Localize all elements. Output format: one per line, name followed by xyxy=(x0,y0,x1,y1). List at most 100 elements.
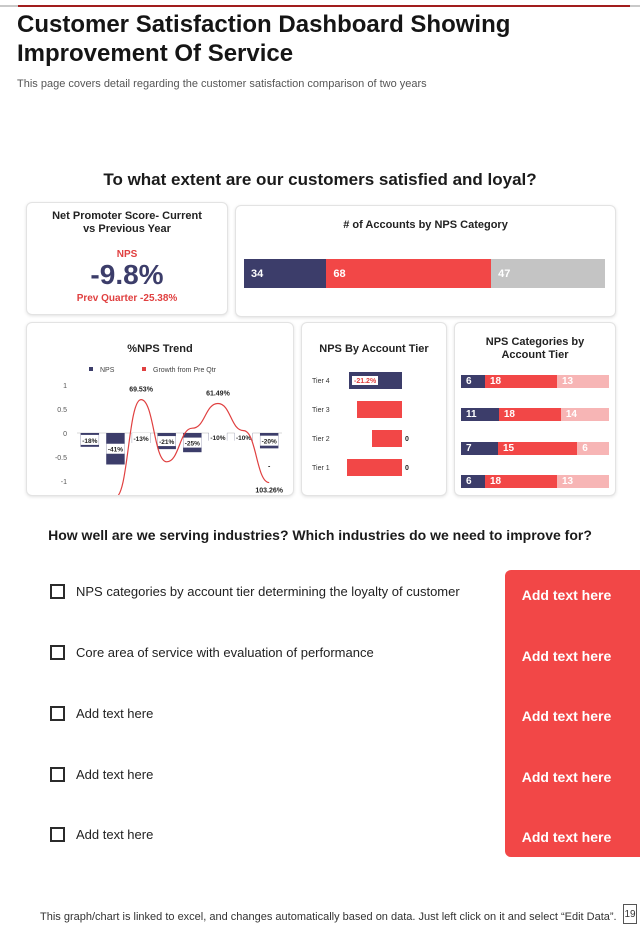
panel-text[interactable]: Add text here xyxy=(521,587,612,603)
page-title: Customer Satisfaction Dashboard Showing … xyxy=(17,11,511,67)
trend-bar-label: -21% xyxy=(159,439,174,446)
tier-value-label: 0 xyxy=(405,436,409,443)
accounts-segment: 47 xyxy=(491,259,605,288)
nps-label: NPS xyxy=(116,249,138,260)
panel-text[interactable]: Add text here xyxy=(521,648,612,664)
tier-bar xyxy=(372,430,402,447)
nps-value: -9.8% xyxy=(90,259,164,290)
growth-annotation: 61.49% xyxy=(206,390,231,397)
trend-card-title: %NPS Trend xyxy=(127,343,193,355)
section-question-industries: How well are we serving industries? Whic… xyxy=(48,527,592,543)
nps-categories-card: NPS Categories by Account Tier 6 18 13 11 18… xyxy=(454,322,616,496)
trend-bar-label: -20% xyxy=(262,439,277,446)
category-segment: 18 xyxy=(498,408,561,421)
checkbox-icon[interactable] xyxy=(50,767,65,782)
nps-trend-card: %NPS Trend NPS Growth from Pre Qtr 1 0.5 0 -0… xyxy=(26,322,294,496)
checklist-item-label: Core area of service with evaluation of … xyxy=(76,645,374,660)
trend-bar-label-bg xyxy=(157,436,176,447)
category-segment: 15 xyxy=(498,442,578,455)
top-rule xyxy=(0,5,640,7)
tier-bar-label-bg xyxy=(352,376,378,385)
trend-bar-label: -18% xyxy=(82,438,97,445)
checkbox-icon[interactable] xyxy=(50,827,65,842)
checklist-item-label: NPS categories by account tier determini… xyxy=(76,584,460,599)
tier-value-label: 0 xyxy=(405,465,409,472)
trend-bar-label: -10% xyxy=(236,435,251,442)
checklist-item: NPS categories by account tier determini… xyxy=(50,584,460,599)
checklist-item: Add text here xyxy=(50,767,153,782)
category-segment: 18 xyxy=(485,375,557,388)
tier-bar xyxy=(357,401,402,418)
page-number: 19 xyxy=(623,904,637,924)
legend-nps: NPS xyxy=(100,367,115,374)
tier-bar xyxy=(347,459,402,476)
y-tick-label: 1 xyxy=(63,383,67,390)
tier-label: Tier 4 xyxy=(312,378,330,385)
nps-by-tier-card: NPS By Account Tier Tier 4 -21.2% Tier 3 Ti… xyxy=(301,322,447,496)
tier-label: Tier 1 xyxy=(312,465,330,472)
checklist-item: Add text here xyxy=(50,827,153,842)
checklist-item: Add text here xyxy=(50,706,153,721)
nps-prev-quarter: Prev Quarter -25.38% xyxy=(76,293,178,304)
nps-score-card: Net Promoter Score- Current vs Previous … xyxy=(26,202,228,315)
checklist-item: Core area of service with evaluation of … xyxy=(50,645,374,660)
panel-text[interactable]: Add text here xyxy=(521,829,612,845)
category-segment: 13 xyxy=(557,375,609,388)
accounts-segment: 34 xyxy=(244,259,327,288)
y-tick-label: -0.5 xyxy=(55,455,67,462)
trend-bar-label-bg xyxy=(80,434,99,445)
footer-note: This graph/chart is linked to excel, and… xyxy=(40,911,617,923)
categories-card-title: NPS Categories by Account Tier xyxy=(485,336,585,361)
panel-text[interactable]: Add text here xyxy=(521,708,612,724)
trend-bar-label: -10% xyxy=(210,435,225,442)
section-question-satisfaction: To what extent are our customers satisfi… xyxy=(103,170,537,189)
checkbox-icon[interactable] xyxy=(50,645,65,660)
category-segment: 6 xyxy=(461,375,485,388)
trend-bar-label-bg xyxy=(183,437,202,448)
red-text-panel: Add text here Add text here Add text her… xyxy=(505,570,640,857)
category-segment: 13 xyxy=(557,475,609,488)
nps-by-tier-chart: Tier 4 -21.2% Tier 3 Tier 2 0 Tier 1 0 xyxy=(312,372,409,476)
category-segment: 7 xyxy=(461,442,498,455)
page-subtitle: This page covers detail regarding the cu… xyxy=(17,78,427,90)
y-tick-label: -1 xyxy=(61,479,67,486)
growth-annotation: 69.53% xyxy=(129,387,154,394)
nps-card-title: Net Promoter Score- Current vs Previous … xyxy=(52,210,202,235)
accounts-segment: 68 xyxy=(326,259,492,288)
trend-bar-label-bg xyxy=(234,431,253,442)
growth-line xyxy=(117,399,270,495)
growth-annotation: - xyxy=(268,464,271,471)
y-tick-label: 0 xyxy=(63,431,67,438)
trend-bar-label-bg xyxy=(132,432,151,443)
checklist-item-label: Add text here xyxy=(76,767,154,782)
y-tick-label: 0.5 xyxy=(57,407,67,414)
trend-bar-label-bg xyxy=(208,431,227,442)
legend-swatch-growth xyxy=(142,367,146,371)
checklist-item-label: Add text here xyxy=(76,827,154,842)
category-segment: 6 xyxy=(461,475,485,488)
tier-label: Tier 2 xyxy=(312,436,330,443)
panel-text[interactable]: Add text here xyxy=(521,769,612,785)
trend-bar-label: -41% xyxy=(108,447,123,454)
accounts-stacked-bar: 34 68 47 xyxy=(244,259,605,288)
tier-value-label: -21.2% xyxy=(354,378,377,385)
tier-card-title: NPS By Account Tier xyxy=(319,343,429,355)
category-segment: 18 xyxy=(485,475,557,488)
category-segment: 14 xyxy=(560,408,609,421)
trend-bar-label-bg xyxy=(260,435,279,446)
checkbox-icon[interactable] xyxy=(50,584,65,599)
checklist-item-label: Add text here xyxy=(76,706,154,721)
legend-growth: Growth from Pre Qtr xyxy=(153,367,217,374)
trend-bar-label-bg xyxy=(106,443,125,454)
checkbox-icon[interactable] xyxy=(50,706,65,721)
growth-annotation: 103.26% xyxy=(255,488,283,495)
nps-categories-chart: 6 18 13 11 18 14 7 15 6 6 18 13 xyxy=(461,375,609,490)
trend-bar-label: -13% xyxy=(133,436,148,443)
accounts-by-nps-card: # of Accounts by NPS Category 34 68 47 xyxy=(235,205,616,317)
category-segment: 11 xyxy=(461,408,499,421)
category-segment: 6 xyxy=(577,442,609,455)
legend-swatch-nps xyxy=(89,367,93,371)
accounts-card-title: # of Accounts by NPS Category xyxy=(343,219,508,231)
tier-label: Tier 3 xyxy=(312,407,330,414)
